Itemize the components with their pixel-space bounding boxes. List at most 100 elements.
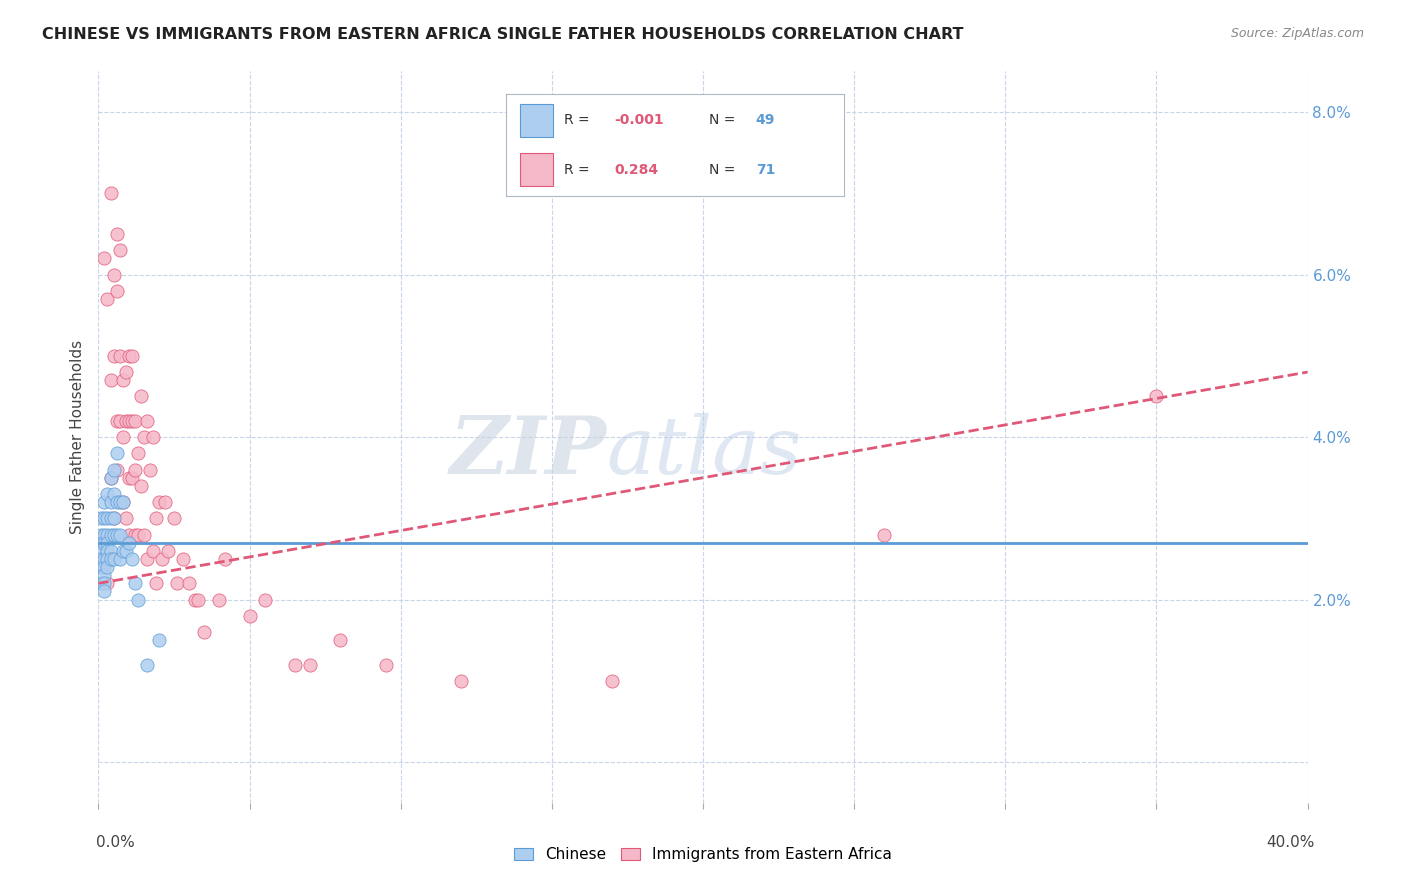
Point [153,495,176,509]
Point [118,349,141,363]
Text: 0.284: 0.284 [614,162,658,177]
Point [103,487,125,501]
Text: N =: N = [709,113,740,128]
Point [121,414,143,428]
Point [145,576,167,591]
Point [96,511,118,525]
Point [105,495,128,509]
Text: Source: ZipAtlas.com: Source: ZipAtlas.com [1230,27,1364,40]
Point [103,527,125,541]
Point [118,527,141,541]
Point [135,552,157,566]
Point [329,633,352,648]
Point [103,511,125,525]
Point [96,552,118,566]
Point [103,511,125,525]
Point [121,471,143,485]
Point [132,430,155,444]
Bar [520,104,554,136]
Point [93,576,115,591]
Text: 49: 49 [756,113,775,128]
Point [90,535,112,549]
Point [96,527,118,541]
Point [100,495,122,509]
Point [1144,389,1167,403]
Point [93,560,115,574]
Point [208,592,231,607]
Point [602,673,624,688]
Point [127,527,149,541]
Text: R =: R = [564,162,593,177]
Point [108,414,131,428]
Point [93,552,115,566]
Point [100,544,122,558]
Point [156,544,179,558]
Point [90,560,112,574]
Point [93,584,115,599]
Point [118,535,141,549]
Point [105,284,128,298]
Point [118,471,141,485]
Bar [520,153,554,186]
Point [139,462,162,476]
Point [135,414,157,428]
Point [118,414,141,428]
Point [111,373,134,387]
Point [184,592,207,607]
Point [129,479,152,493]
Point [148,633,170,648]
Point [105,414,128,428]
Point [124,576,146,591]
Point [124,462,146,476]
Point [90,552,112,566]
Point [103,349,125,363]
Point [299,657,322,672]
Point [124,414,146,428]
Point [105,462,128,476]
Point [111,495,134,509]
Point [100,511,122,525]
Text: CHINESE VS IMMIGRANTS FROM EASTERN AFRICA SINGLE FATHER HOUSEHOLDS CORRELATION C: CHINESE VS IMMIGRANTS FROM EASTERN AFRIC… [42,27,963,42]
Point [93,495,115,509]
Point [124,527,146,541]
Point [90,535,112,549]
Point [193,625,215,640]
Point [145,511,167,525]
Text: N =: N = [709,162,740,177]
Point [105,527,128,541]
Point [108,527,131,541]
Point [96,487,118,501]
Text: 0.0%: 0.0% [96,836,135,850]
Point [111,495,134,509]
Point [114,414,136,428]
Point [150,552,173,566]
Point [129,389,152,403]
Point [172,552,194,566]
Text: R =: R = [564,113,593,128]
Point [100,471,122,485]
Point [90,576,112,591]
Point [96,576,118,591]
Point [127,446,149,460]
Point [96,544,118,558]
Point [96,292,118,306]
Point [103,268,125,282]
Point [105,446,128,460]
Point [121,349,143,363]
Point [873,527,896,541]
Point [90,511,112,525]
Point [105,227,128,241]
Point [142,544,165,558]
Point [187,592,209,607]
Point [114,544,136,558]
Point [239,608,262,623]
Point [100,552,122,566]
Point [114,511,136,525]
Text: 71: 71 [756,162,775,177]
Point [166,576,188,591]
Point [93,511,115,525]
Text: atlas: atlas [606,413,801,491]
Point [121,552,143,566]
Legend: Chinese, Immigrants from Eastern Africa: Chinese, Immigrants from Eastern Africa [508,841,898,868]
Point [96,535,118,549]
